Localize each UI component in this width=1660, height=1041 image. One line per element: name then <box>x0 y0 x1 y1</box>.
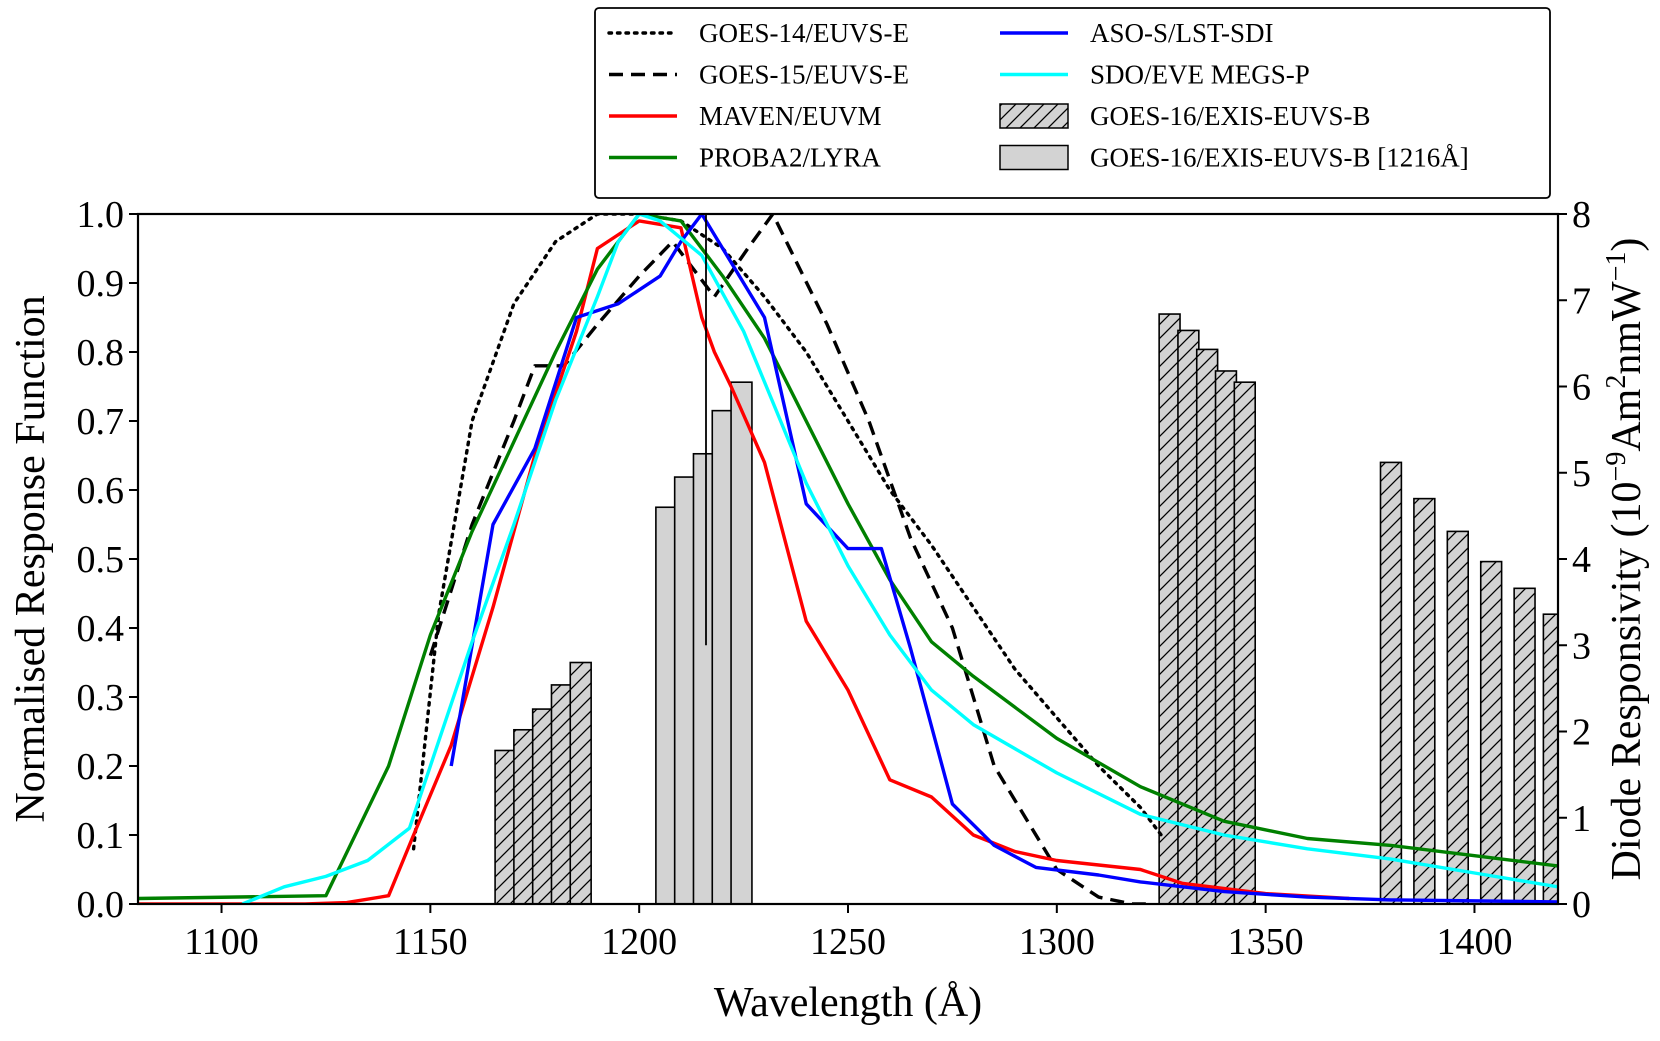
hatched-bar-g0-0 <box>494 749 517 904</box>
hatched-bar-g1-4 <box>1233 381 1257 904</box>
legend-label-7: GOES-16/EXIS-EUVS-B [1216Å] <box>1090 143 1469 173</box>
hatched-bar-g2-4 <box>1513 587 1536 904</box>
hatched-bar-g0-4 <box>569 661 592 904</box>
axes-layer: 1100 1150 1200 1250 1300 1350 14000.00.10.20.3… <box>77 194 1592 963</box>
y-left-tick-label-10: 1.0 <box>77 194 125 236</box>
legend-label-2: MAVEN/EUVM <box>699 101 882 131</box>
series-line-5 <box>241 214 1558 904</box>
hatched-bar-g1-0 <box>1158 313 1181 904</box>
hatched-bar-g2-2 <box>1446 530 1470 904</box>
hatched-bar-g2-5 <box>1542 613 1558 904</box>
series-line-1 <box>428 214 1149 904</box>
solid-bar-2 <box>692 452 716 904</box>
legend-label-1: GOES-15/EUVS-E <box>699 60 909 90</box>
y-left-tick-label-4: 0.4 <box>77 608 125 650</box>
x-tick-label-6: 1400 <box>1436 921 1512 963</box>
y-left-tick-label-9: 0.9 <box>77 263 125 305</box>
plot-background <box>138 214 1558 904</box>
y-left-tick-label-5: 0.5 <box>77 539 125 581</box>
legend-label-3: PROBA2/LYRA <box>699 143 881 173</box>
x-tick-label-2: 1200 <box>601 921 677 963</box>
y-right-tick-label-6: 6 <box>1572 367 1591 409</box>
lines-layer <box>138 214 1558 904</box>
right-axis-title: Diode Responsivity (10−9Am2nmW−1) <box>1601 238 1651 881</box>
hatched-bar-g0-3 <box>550 684 574 904</box>
solid-bar-4 <box>730 381 753 904</box>
left-axis-title: Normalised Response Function <box>8 295 54 822</box>
y-left-tick-label-6: 0.6 <box>77 470 125 512</box>
series-line-4 <box>449 214 1558 904</box>
hatched-bar-g0-2 <box>531 708 555 904</box>
hatched-bar-g0-1 <box>513 728 536 904</box>
solid-bar-1 <box>673 476 697 904</box>
legend-handle-7 <box>999 144 1069 171</box>
legend: GOES-14/EUVS-E GOES-15/EUVS-E MAVEN/EUVM PR… <box>594 7 1551 199</box>
legend-label-4: ASO-S/LST-SDI <box>1090 18 1274 48</box>
hatched-bar-g2-3 <box>1479 560 1503 904</box>
x-axis-title: Wavelength (Å) <box>714 980 982 1026</box>
y-right-tick-label-5: 5 <box>1572 453 1591 495</box>
x-tick-label-4: 1300 <box>1019 921 1095 963</box>
y-left-tick-label-1: 0.1 <box>77 815 125 857</box>
legend-label-0: GOES-14/EUVS-E <box>699 18 909 48</box>
y-right-tick-label-1: 1 <box>1572 798 1591 840</box>
series-line-3 <box>138 214 1558 901</box>
hatched-bar-g2-0 <box>1379 461 1403 904</box>
solid-bar-3 <box>711 409 734 904</box>
x-tick-label-1: 1150 <box>393 921 468 963</box>
y-left-tick-label-8: 0.8 <box>77 332 125 374</box>
y-left-tick-label-7: 0.7 <box>77 401 125 443</box>
legend-label-5: SDO/EVE MEGS-P <box>1090 60 1310 90</box>
solid-bar-0 <box>655 506 678 904</box>
y-right-tick-label-2: 2 <box>1572 712 1591 754</box>
x-tick-label-3: 1250 <box>810 921 886 963</box>
hatched-bar-g1-2 <box>1195 348 1219 904</box>
legend-handle-6 <box>999 103 1069 129</box>
y-right-tick-label-0: 0 <box>1572 884 1591 926</box>
y-right-tick-label-3: 3 <box>1572 625 1591 667</box>
y-right-tick-label-7: 7 <box>1572 280 1591 322</box>
hatched-bar-g2-1 <box>1413 497 1436 904</box>
y-left-tick-label-3: 0.3 <box>77 677 125 719</box>
y-right-tick-label-4: 4 <box>1572 539 1591 581</box>
legend-frame <box>594 7 1551 199</box>
legend-label-6: GOES-16/EXIS-EUVS-B <box>1090 101 1371 131</box>
y-left-tick-label-2: 0.2 <box>77 746 125 788</box>
x-tick-label-5: 1350 <box>1228 921 1304 963</box>
y-left-tick-label-0: 0.0 <box>77 884 125 926</box>
series-line-0 <box>411 214 1163 851</box>
series-line-2 <box>138 219 1350 904</box>
bars-layer <box>494 313 1558 904</box>
x-tick-label-0: 1100 <box>184 921 259 963</box>
y-right-tick-label-8: 8 <box>1572 194 1591 236</box>
hatched-bar-g1-1 <box>1177 329 1200 904</box>
